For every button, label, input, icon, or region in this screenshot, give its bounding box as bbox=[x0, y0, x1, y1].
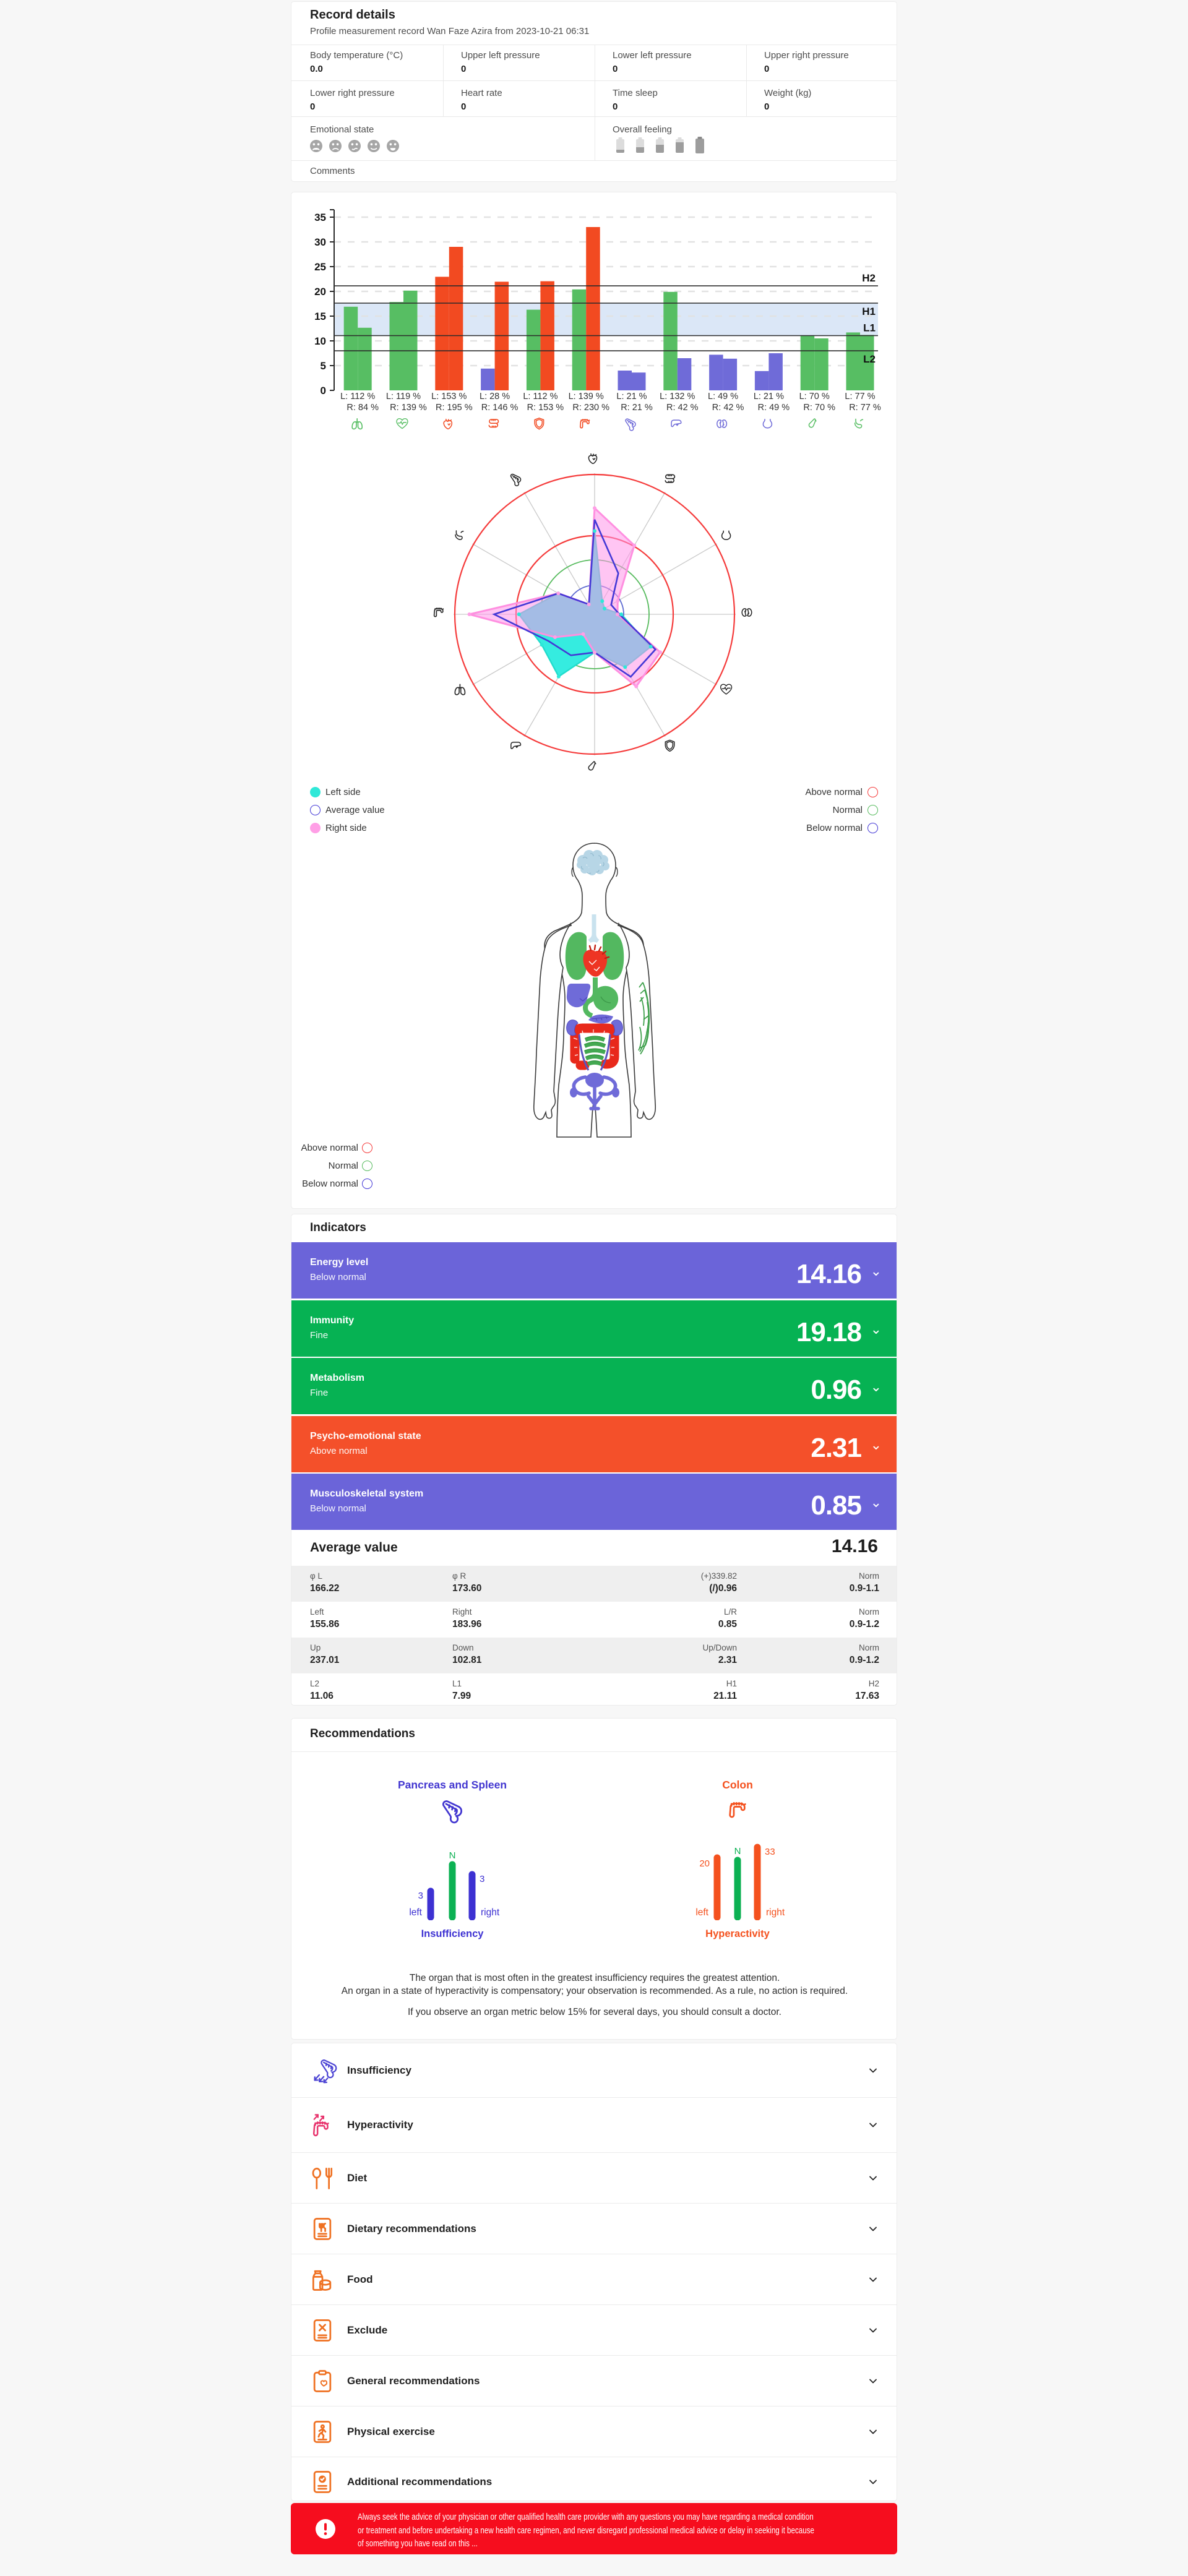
svg-text:R: 42 %: R: 42 % bbox=[666, 403, 699, 413]
svg-text:35: 35 bbox=[314, 212, 326, 223]
svg-text:L: 153 %: L: 153 % bbox=[431, 392, 467, 401]
svg-text:H2: H2 bbox=[862, 272, 876, 284]
svg-text:R: 139 %: R: 139 % bbox=[390, 403, 427, 413]
svg-text:R: 77 %: R: 77 % bbox=[849, 403, 881, 413]
svg-text:N: N bbox=[734, 1846, 741, 1857]
svg-text:20: 20 bbox=[314, 286, 326, 298]
svg-text:left: left bbox=[409, 1907, 422, 1918]
svg-text:L: 139 %: L: 139 % bbox=[569, 392, 604, 401]
svg-text:R: 84 %: R: 84 % bbox=[346, 403, 379, 413]
svg-text:R: 49 %: R: 49 % bbox=[758, 403, 790, 413]
svg-text:H1: H1 bbox=[862, 306, 876, 317]
svg-text:right: right bbox=[766, 1907, 785, 1918]
svg-text:L1: L1 bbox=[863, 322, 876, 334]
svg-text:R: 21 %: R: 21 % bbox=[621, 403, 653, 413]
svg-text:R: 146 %: R: 146 % bbox=[481, 403, 519, 413]
svg-text:left: left bbox=[695, 1907, 708, 1918]
svg-text:0: 0 bbox=[321, 385, 326, 397]
svg-text:30: 30 bbox=[314, 236, 326, 248]
svg-text:3: 3 bbox=[480, 1874, 484, 1884]
svg-text:right: right bbox=[481, 1907, 500, 1918]
svg-text:L: 119 %: L: 119 % bbox=[386, 392, 421, 401]
svg-text:10: 10 bbox=[314, 335, 326, 347]
svg-text:15: 15 bbox=[314, 311, 326, 322]
svg-text:N: N bbox=[449, 1850, 456, 1861]
svg-text:20: 20 bbox=[699, 1858, 710, 1869]
svg-text:R: 153 %: R: 153 % bbox=[527, 403, 564, 413]
svg-text:L: 132 %: L: 132 % bbox=[660, 392, 695, 401]
svg-text:L2: L2 bbox=[863, 353, 876, 365]
svg-text:33: 33 bbox=[765, 1847, 775, 1857]
svg-text:L: 112 %: L: 112 % bbox=[340, 392, 375, 401]
svg-text:3: 3 bbox=[418, 1891, 423, 1901]
svg-text:R: 70 %: R: 70 % bbox=[803, 403, 835, 413]
svg-text:L: 49 %: L: 49 % bbox=[708, 392, 738, 401]
svg-text:R: 195 %: R: 195 % bbox=[436, 403, 473, 413]
svg-text:R: 42 %: R: 42 % bbox=[712, 403, 744, 413]
svg-text:L: 112 %: L: 112 % bbox=[523, 392, 557, 401]
svg-text:L: 21 %: L: 21 % bbox=[616, 392, 647, 401]
svg-text:R: 230 %: R: 230 % bbox=[572, 403, 609, 413]
svg-text:5: 5 bbox=[321, 360, 326, 372]
svg-text:L: 21 %: L: 21 % bbox=[754, 392, 784, 401]
svg-text:L: 77 %: L: 77 % bbox=[845, 392, 875, 401]
svg-text:L: 28 %: L: 28 % bbox=[480, 392, 510, 401]
svg-text:L: 70 %: L: 70 % bbox=[799, 392, 830, 401]
svg-text:25: 25 bbox=[314, 261, 326, 273]
